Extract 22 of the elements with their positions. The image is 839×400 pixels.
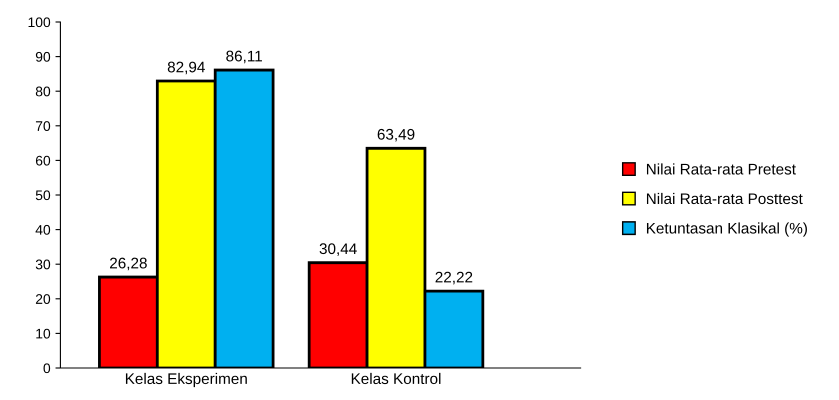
y-tick-label: 60 xyxy=(36,156,50,166)
data-label: 30,44 xyxy=(320,243,357,256)
data-label: 26,28 xyxy=(110,258,147,270)
y-tick-label: 50 xyxy=(36,190,50,200)
y-tick-label: 30 xyxy=(36,260,50,270)
x-tick-label: Kelas Kontrol xyxy=(352,372,440,384)
y-tick-label: 100 xyxy=(28,17,50,28)
data-label: 63,49 xyxy=(378,128,414,142)
y-tick-label: 70 xyxy=(36,121,50,131)
data-label: 82,94 xyxy=(168,62,205,74)
legend-label: Nilai Rata-rata Pretest xyxy=(646,163,796,175)
y-tick-label: 80 xyxy=(36,86,50,96)
legend-label: Nilai Rata-rata Posttest xyxy=(646,192,803,204)
y-tick-label: 0 xyxy=(44,363,50,374)
data-label: 22,22 xyxy=(436,272,472,284)
y-tick-label: 20 xyxy=(36,294,50,304)
legend-label: Ketuntasan Klasikal (%) xyxy=(646,222,807,237)
y-tick-label: 90 xyxy=(36,52,50,62)
y-tick-label: 10 xyxy=(36,328,50,339)
x-tick-label: Kelas Eksperimen xyxy=(126,372,247,388)
y-tick-label: 40 xyxy=(36,224,50,235)
data-label: 86,11 xyxy=(226,50,262,64)
